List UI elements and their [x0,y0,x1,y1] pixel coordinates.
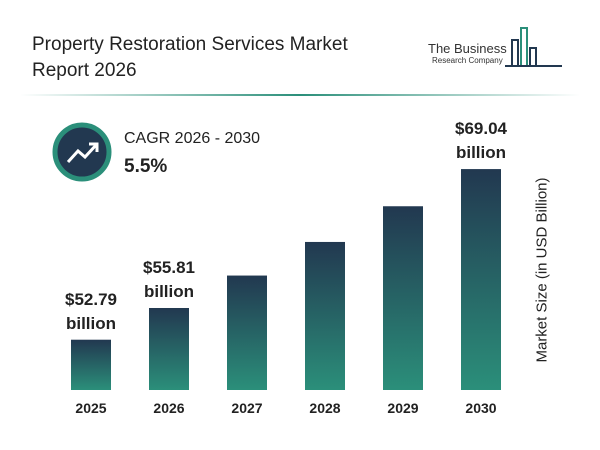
bar [71,339,111,390]
divider [20,94,580,96]
bar [305,241,345,390]
logo-icon [505,27,562,67]
x-tick-label: 2027 [231,400,263,416]
bar [461,169,501,390]
cagr-value: 5.5% [124,156,168,177]
bar [383,206,423,390]
x-tick-label: 2026 [153,400,185,416]
x-tick-label: 2025 [75,400,107,416]
x-tick-label: 2029 [387,400,419,416]
value-label: $69.04 billion [455,119,507,163]
chart-title: Property Restoration Services Market Rep… [32,34,348,81]
bar [149,307,189,390]
cagr-label: CAGR 2026 - 2030 [124,130,261,147]
y-axis-label: Market Size (in USD Billion) [533,177,551,363]
value-label: $55.81 billion [143,258,195,301]
x-tick-label: 2028 [309,400,341,416]
value-label: $52.79 billion [65,289,117,333]
x-tick-label: 2030 [465,400,497,416]
bar [227,275,267,390]
cagr-icon [52,122,112,182]
logo-tagline: Research Company [432,56,503,65]
logo-name: The Business [428,41,507,56]
